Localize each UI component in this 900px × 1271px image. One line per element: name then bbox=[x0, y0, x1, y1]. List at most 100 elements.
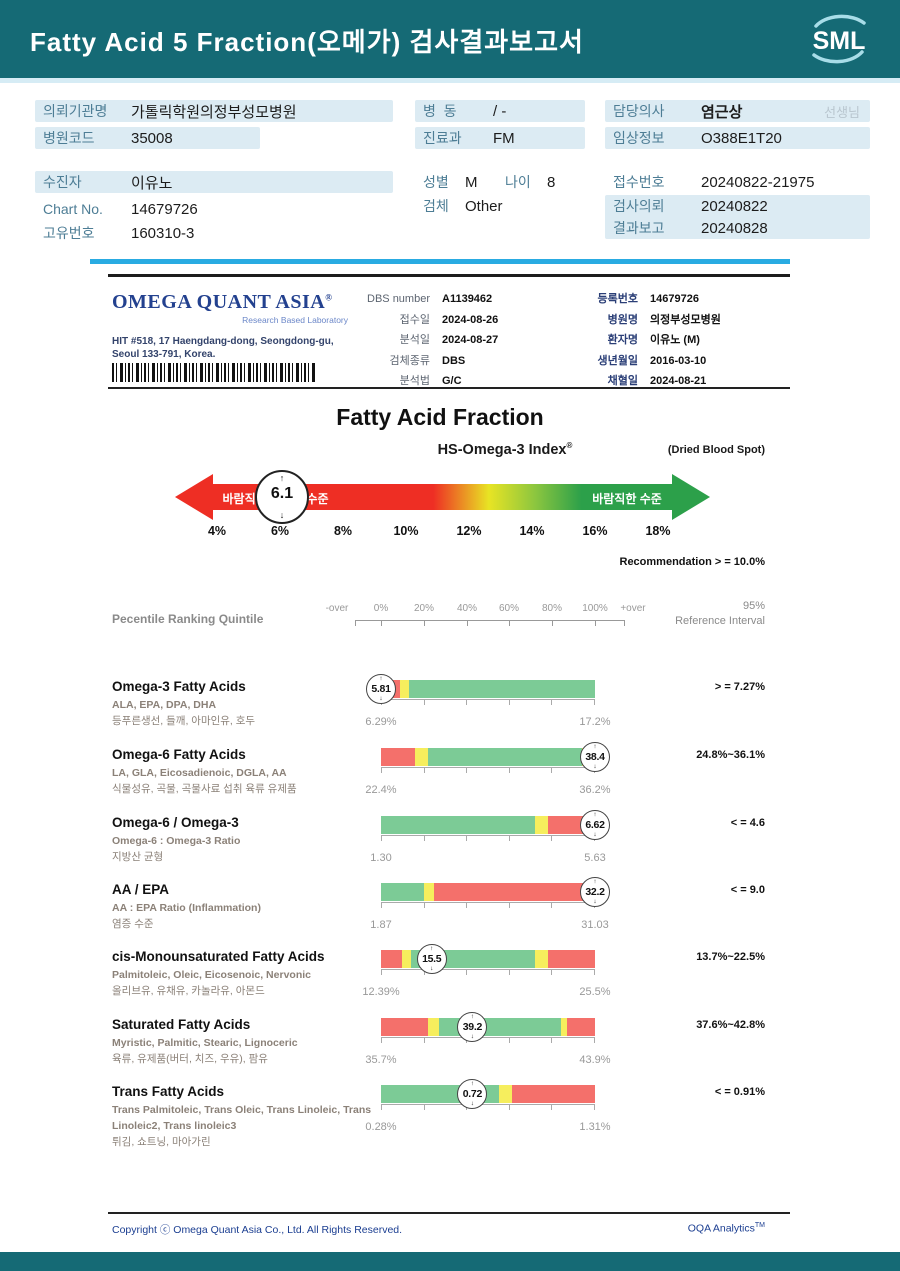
row-title: Omega-6 / Omega-3 bbox=[112, 815, 239, 830]
lab-field-label: 병원명 bbox=[607, 313, 638, 326]
row-low-bound: 35.7% bbox=[365, 1054, 397, 1066]
row-high-bound: 31.03 bbox=[581, 919, 609, 931]
row-ruler bbox=[381, 1037, 595, 1044]
bar-segment-yellow bbox=[498, 1085, 512, 1103]
copyright-text: Copyright ⓒ Omega Quant Asia Co., Ltd. A… bbox=[112, 1224, 403, 1236]
field-dept-label: 진료과 bbox=[423, 130, 462, 146]
gauge-right-arrowhead-icon bbox=[672, 474, 710, 520]
row-value-marker: ↑ 6.62 ↓ bbox=[580, 810, 610, 840]
axis-label: 80% bbox=[541, 603, 562, 614]
gauge-tick: 4% bbox=[207, 524, 227, 538]
quintile-row-omega3: Omega-3 Fatty Acids ALA, EPA, DPA, DHA 등… bbox=[0, 674, 900, 746]
row-reference: 24.8%~36.1% bbox=[696, 749, 765, 761]
gauge-good-label: 바람직한 수준 bbox=[592, 492, 662, 506]
lab-field-label: 검체종류 bbox=[389, 354, 430, 367]
field-sex-value: M bbox=[465, 173, 478, 191]
row-bar bbox=[381, 883, 595, 901]
field-report-date-label: 결과보고 bbox=[613, 220, 665, 236]
row-low-bound: 22.4% bbox=[365, 784, 397, 796]
gauge-tick: 8% bbox=[333, 524, 353, 538]
row-sources-kr: 튀김, 쇼트닝, 마아가린 bbox=[112, 1136, 211, 1148]
row-low-bound: 12.39% bbox=[362, 986, 400, 998]
field-chart-no: Chart No. 14679726 bbox=[35, 198, 393, 220]
lab-field-value: A1139462 bbox=[442, 293, 493, 305]
row-value: 38.4 bbox=[585, 751, 605, 763]
lab-field-value: 이유노 (M) bbox=[650, 334, 700, 346]
omega3-index-gauge: 바람직하지 못한 수준 바람직한 수준 ↑ 6.1 ↓ bbox=[175, 470, 710, 524]
row-low-bound: 6.29% bbox=[365, 716, 397, 728]
field-patient-label: 수진자 bbox=[43, 174, 82, 190]
lab-field-label: 생년월일 bbox=[597, 354, 638, 367]
row-sources-kr: 식물성유, 곡물, 곡물사료 섭취 육류 유제품 bbox=[112, 783, 297, 795]
field-accession-value: 20240822-21975 bbox=[701, 173, 815, 191]
header-divider bbox=[0, 78, 900, 83]
row-ruler bbox=[381, 902, 595, 909]
oqa-analytics-text: OQA AnalyticsTM bbox=[688, 1222, 765, 1235]
lab-field-label: 분석법 bbox=[399, 375, 430, 387]
bar-segment-red bbox=[381, 1018, 429, 1036]
axis-label: 60% bbox=[498, 603, 519, 614]
lab-fields-right: 등록번호 14679726 병원명 의정부성모병원 환자명 이유노 (M) 생년월일 2… bbox=[538, 289, 788, 392]
field-report-date: 결과보고 20240828 bbox=[605, 217, 870, 239]
field-report-date-value: 20240828 bbox=[701, 219, 768, 237]
row-value-marker: ↑ 15.5 ↓ bbox=[416, 944, 447, 974]
bar-segment-green bbox=[428, 748, 583, 766]
field-specimen: 검체 Other bbox=[415, 195, 585, 217]
page-title: Fatty Acid 5 Fraction(오메가) 검사결과보고서 bbox=[30, 27, 584, 57]
lab-logo-text: OMEGA QUANT ASIA bbox=[112, 291, 326, 313]
down-arrow-icon: ↓ bbox=[593, 831, 597, 838]
lab-field-value: 2024-08-26 bbox=[442, 313, 499, 326]
row-reference: < = 4.6 bbox=[730, 817, 765, 829]
field-org-value: 가톨릭학원의정부성모병원 bbox=[131, 103, 297, 121]
recommendation-text: Recommendation > = 10.0% bbox=[619, 556, 766, 568]
field-specimen-label: 검체 bbox=[423, 198, 449, 214]
info-middle-column: 병 동 / - 진료과 FM 성별 M 나이 8 검체 Other bbox=[415, 100, 585, 222]
down-arrow-icon: ↓ bbox=[470, 1100, 474, 1107]
gauge-tick: 18% bbox=[645, 524, 671, 538]
row-ruler bbox=[381, 969, 595, 976]
field-patient: 수진자 이유노 bbox=[35, 171, 393, 193]
info-right-column: 담당의사 염근상 선생님 임상정보 O388E1T20 접수번호 2024082… bbox=[605, 100, 870, 239]
down-arrow-icon: ↓ bbox=[279, 510, 285, 520]
quintile-row-trans: Trans Fatty Acids Trans Palmitoleic, Tra… bbox=[0, 1079, 900, 1163]
field-age-label: 나이 bbox=[505, 174, 531, 190]
field-hospital-code-value: 35008 bbox=[131, 129, 173, 147]
gauge-tick: 10% bbox=[393, 524, 419, 538]
oqa-analytics-label: OQA Analytics bbox=[687, 1222, 755, 1235]
field-dept-value: FM bbox=[493, 129, 515, 147]
row-sources-kr: 올리브유, 유채유, 카놀라유, 아몬드 bbox=[112, 985, 265, 997]
field-doctor: 담당의사 염근상 선생님 bbox=[605, 100, 870, 122]
row-bar bbox=[381, 950, 595, 968]
row-bar bbox=[381, 748, 595, 766]
lab-field-label: 환자명 bbox=[607, 334, 638, 346]
row-components: ALA, EPA, DPA, DHA bbox=[112, 699, 217, 711]
bar-segment-green bbox=[381, 816, 536, 834]
gauge-tick: 16% bbox=[582, 524, 608, 538]
axis-label: 20% bbox=[413, 603, 434, 614]
gauge-subtitle-text: HS-Omega-3 Index bbox=[437, 441, 567, 458]
row-title: Saturated Fatty Acids bbox=[112, 1017, 251, 1032]
lab-logo-subtitle: Research Based Laboratory bbox=[242, 315, 348, 325]
row-low-bound: 0.28% bbox=[365, 1121, 397, 1133]
axis-label: 100% bbox=[582, 603, 608, 614]
row-bar bbox=[381, 1085, 595, 1103]
quintile-row-aa-epa: AA / EPA AA : EPA Ratio (Inflammation) 염… bbox=[0, 877, 900, 949]
field-org: 의뢰기관명 가톨릭학원의정부성모병원 bbox=[35, 100, 393, 122]
barcode bbox=[112, 363, 317, 382]
bar-segment-yellow bbox=[535, 950, 548, 968]
field-patient-value: 이유노 bbox=[131, 174, 173, 192]
axis-label: 40% bbox=[456, 603, 477, 614]
down-arrow-icon: ↓ bbox=[593, 898, 597, 905]
bar-segment-yellow bbox=[560, 1018, 568, 1036]
bar-segment-red bbox=[434, 883, 595, 901]
bar-segment-green bbox=[381, 883, 424, 901]
bar-segment-red bbox=[511, 1085, 595, 1103]
field-ward: 병 동 / - bbox=[415, 100, 585, 122]
gauge-tick: 6% bbox=[270, 524, 290, 538]
row-low-bound: 1.30 bbox=[370, 852, 392, 864]
row-sources-kr: 염증 수준 bbox=[112, 918, 154, 930]
row-components: Myristic, Palmitic, Stearic, Lignoceric bbox=[112, 1037, 298, 1049]
row-reference: < = 0.91% bbox=[714, 1086, 765, 1098]
up-arrow-icon: ↑ bbox=[593, 811, 597, 818]
lab-info-block: OMEGA QUANT ASIA® Research Based Laborat… bbox=[108, 283, 790, 389]
